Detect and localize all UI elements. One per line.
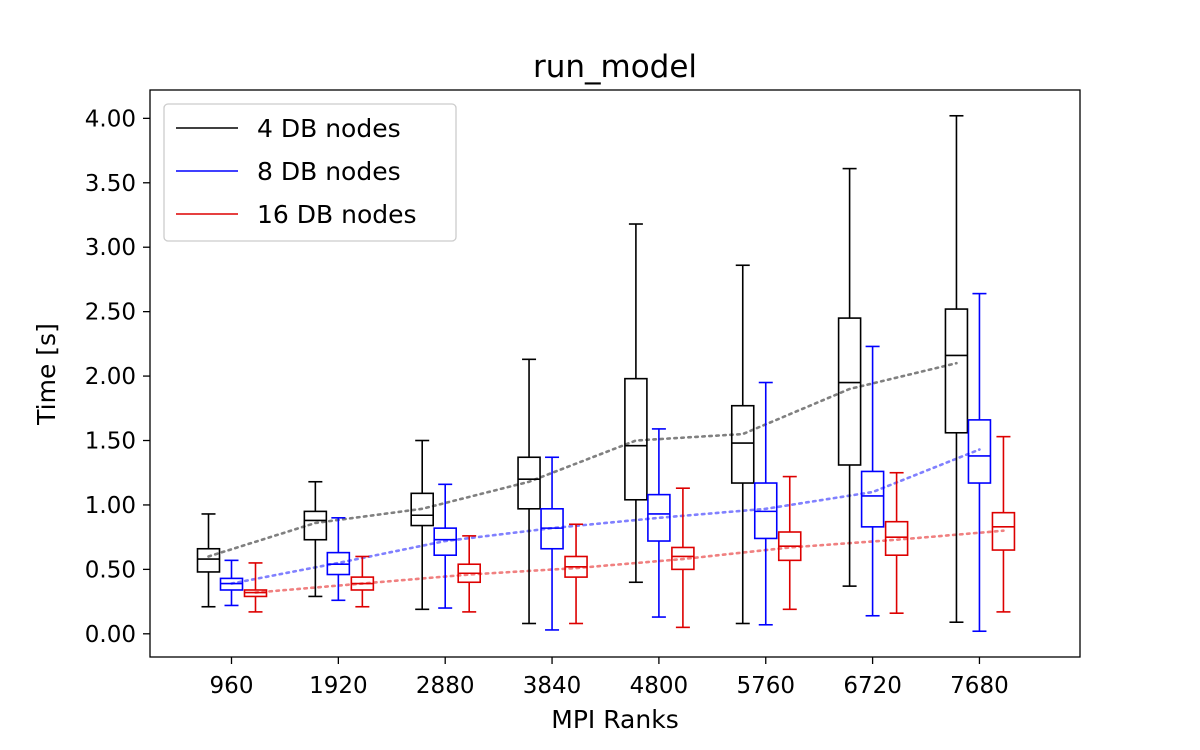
box-8-db-nodes-1920: [326, 517, 351, 602]
y-tick-label: 3.00: [85, 235, 136, 261]
iqr-box: [991, 511, 1016, 551]
box-4-db-nodes-3840: [517, 358, 541, 625]
legend-frame: [163, 103, 457, 242]
iqr-box: [196, 547, 221, 573]
iqr-box: [517, 456, 541, 510]
iqr-box: [433, 527, 458, 556]
box-8-db-nodes-4800: [647, 428, 671, 618]
y-tick-label: 3.50: [85, 171, 136, 197]
iqr-box: [303, 510, 328, 541]
box-16-db-nodes-3840: [564, 523, 588, 625]
y-tick-label: 1.50: [85, 429, 136, 455]
box-4-db-nodes-2880: [410, 439, 435, 611]
legend: 4 DB nodes 8 DB nodes 16 DB nodes: [163, 103, 457, 242]
box-4-db-nodes-5760: [730, 264, 755, 625]
box-8-db-nodes-960: [219, 559, 244, 607]
y-axis-label: Time [s]: [32, 323, 61, 426]
box-8-db-nodes-2880: [433, 483, 458, 609]
boxes-layer: [196, 114, 1016, 633]
y-tick-label: 4.00: [85, 106, 136, 132]
y-tick-label: 2.50: [85, 300, 136, 326]
iqr-box: [860, 470, 885, 528]
x-tick-label: 1920: [309, 673, 368, 699]
box-16-db-nodes-7680: [991, 435, 1016, 613]
ticks-layer: 0.00 0.50 1.00 1.50 2.00 2.50 3.00 3.50 4.00 960 1…: [85, 106, 1009, 699]
iqr-box: [884, 520, 909, 556]
box-16-db-nodes-2880: [457, 535, 482, 613]
x-tick-label: 6720: [843, 673, 902, 699]
y-tick-label: 0.00: [85, 622, 136, 648]
mean-line-16-db-nodes: [254, 529, 1005, 594]
box-16-db-nodes-1920: [350, 555, 375, 608]
box-8-db-nodes-5760: [753, 381, 778, 626]
box-8-db-nodes-7680: [967, 292, 992, 633]
mean-trend-lines: [207, 361, 1005, 594]
plot-frame: [149, 89, 1081, 658]
y-tick-label: 1.00: [85, 493, 136, 519]
box-4-db-nodes-4800: [624, 223, 648, 584]
x-tick-label: 4800: [630, 673, 689, 699]
iqr-box: [410, 492, 435, 527]
box-8-db-nodes-6720: [860, 345, 885, 617]
y-tick-label: 2.00: [85, 364, 136, 390]
box-16-db-nodes-6720: [884, 471, 909, 614]
iqr-box: [647, 493, 671, 542]
legend-label-16-db-nodes: 16 DB nodes: [257, 200, 417, 229]
iqr-box: [730, 404, 755, 484]
legend-label-4-db-nodes: 4 DB nodes: [257, 114, 401, 143]
box-8-db-nodes-3840: [540, 456, 564, 631]
box-16-db-nodes-4800: [671, 487, 695, 629]
box-4-db-nodes-960: [196, 513, 221, 608]
iqr-box: [837, 317, 862, 466]
x-tick-label: 7680: [950, 673, 1009, 699]
iqr-box: [967, 419, 992, 484]
mean-line-8-db-nodes: [230, 448, 981, 585]
box-16-db-nodes-5760: [777, 475, 802, 611]
x-tick-label: 960: [210, 673, 254, 699]
y-tick-label: 0.50: [85, 557, 136, 583]
box-16-db-nodes-960: [243, 562, 268, 613]
chart-title: run_model: [533, 49, 697, 85]
x-tick-label: 3840: [523, 673, 582, 699]
legend-label-8-db-nodes: 8 DB nodes: [257, 157, 401, 186]
x-tick-label: 5760: [736, 673, 795, 699]
box-4-db-nodes-7680: [944, 114, 969, 624]
iqr-box: [624, 377, 648, 501]
x-tick-label: 2880: [416, 673, 475, 699]
iqr-box: [944, 308, 969, 434]
x-axis-label: MPI Ranks: [551, 705, 678, 734]
box-4-db-nodes-6720: [837, 167, 862, 587]
iqr-box: [671, 546, 695, 571]
mean-line-4-db-nodes: [207, 361, 958, 558]
box-4-db-nodes-1920: [303, 480, 328, 598]
